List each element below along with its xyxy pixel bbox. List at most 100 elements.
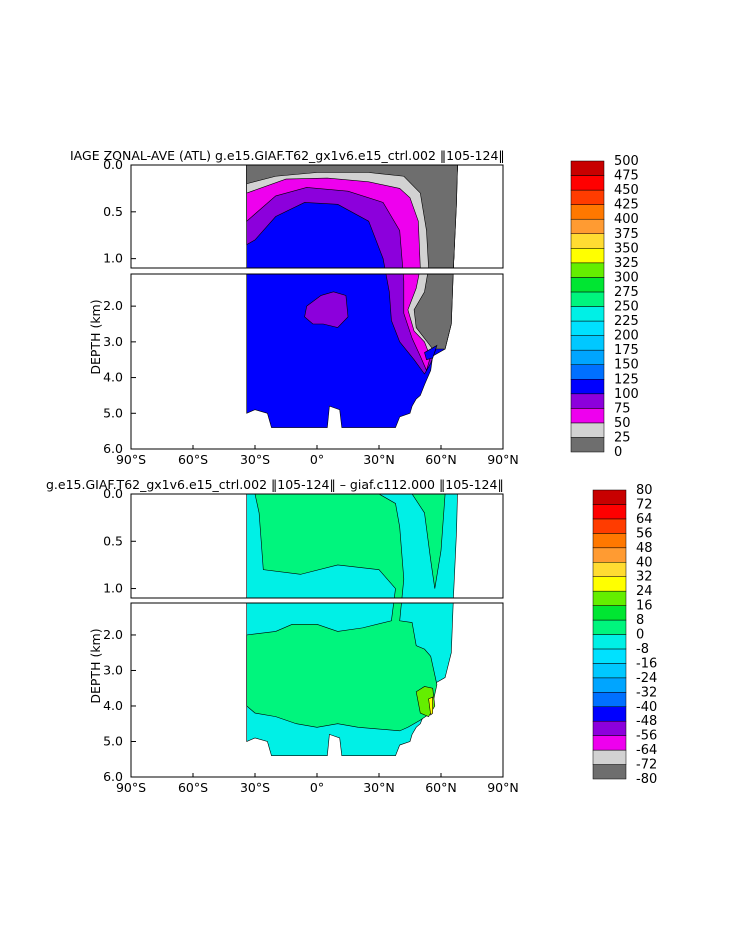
colorbar-swatch <box>570 218 605 234</box>
x-tick-label: 90°N <box>487 780 519 795</box>
colorbar-swatch <box>570 160 605 176</box>
y-axis-label: DEPTH (km) <box>88 628 103 703</box>
colorbar-label: 450 <box>614 183 639 198</box>
colorbar-label: -8 <box>636 642 649 657</box>
x-tick-label: 60°S <box>178 780 208 795</box>
y-tick-label: 2.0 <box>103 298 123 313</box>
band-0-8 <box>246 603 438 732</box>
colorbar-label: 125 <box>614 372 639 387</box>
colorbar-label: 150 <box>614 358 639 373</box>
colorbar-swatch <box>570 175 605 191</box>
chart-title: IAGE ZONAL-AVE (ATL) g.e15.GIAF.T62_gx1v… <box>70 148 505 163</box>
colorbar-label: 24 <box>636 584 653 599</box>
colorbar-label: 475 <box>614 169 639 184</box>
y-tick-label: 4.0 <box>103 370 123 385</box>
colorbar-swatch <box>570 349 605 365</box>
y-tick-label: 4.0 <box>103 698 123 713</box>
colorbar-swatch <box>570 422 605 438</box>
y-tick-label: 3.0 <box>103 334 123 349</box>
band-0-8 <box>254 494 405 598</box>
y-tick-label: 3.0 <box>103 662 123 677</box>
colorbar-swatch <box>592 692 627 707</box>
band-100-125-north <box>424 344 438 361</box>
colorbar-label: 25 <box>614 430 631 445</box>
colorbar-label: 80 <box>636 483 653 498</box>
y-tick-label: 1.0 <box>103 581 123 596</box>
colorbar-label: 72 <box>636 497 653 512</box>
colorbar-swatch <box>570 437 605 453</box>
field-upper <box>246 494 458 598</box>
colorbar-label: 375 <box>614 227 639 242</box>
colorbar-swatch <box>592 663 627 679</box>
y-tick-label: 1.0 <box>103 251 123 266</box>
colorbar-label: 32 <box>636 570 653 585</box>
colorbar-label: 75 <box>614 401 631 416</box>
y-tick-label: 5.0 <box>103 733 123 748</box>
colorbar-swatch <box>592 547 627 563</box>
colorbar-swatch <box>592 533 627 549</box>
colorbar-label: -64 <box>636 743 657 758</box>
colorbar-label: 16 <box>636 599 653 614</box>
y-tick-label: 2.0 <box>103 627 123 642</box>
y-tick-label: 6.0 <box>103 769 123 784</box>
colorbar-label: 64 <box>636 512 653 527</box>
colorbar-swatch <box>570 291 605 307</box>
y-tick-label: 0.5 <box>103 204 123 219</box>
y-tick-label: 0.5 <box>103 533 123 548</box>
chart-title: g.e15.GIAF.T62_gx1v6.e15_ctrl.002 ‖105-1… <box>46 477 504 492</box>
colorbar-label: 200 <box>614 329 639 344</box>
colorbar-label: 425 <box>614 198 639 213</box>
colorbar-swatch <box>570 408 605 424</box>
colorbar-swatch <box>592 489 627 505</box>
colorbar-swatch <box>592 648 627 664</box>
colorbar-swatch <box>592 706 627 722</box>
colorbar-swatch <box>592 634 627 650</box>
colorbar-swatch <box>570 335 605 351</box>
x-tick-label: 90°N <box>487 452 519 467</box>
colorbar-label: 250 <box>614 300 639 315</box>
y-tick-label: 0.0 <box>103 486 123 501</box>
colorbar-swatch <box>592 677 627 693</box>
colorbar-swatch <box>592 735 627 751</box>
y-tick-label: 5.0 <box>103 405 123 420</box>
colorbar-label: 100 <box>614 387 639 402</box>
colorbar-label: 0 <box>636 628 644 643</box>
colorbar-label: 400 <box>614 212 639 227</box>
colorbar-swatch <box>570 364 605 380</box>
colorbar-label: 500 <box>614 154 639 169</box>
colorbar-label: 300 <box>614 270 639 285</box>
colorbar-label: 48 <box>636 541 653 556</box>
colorbar-swatch <box>570 379 605 395</box>
colorbar-swatch <box>592 605 627 621</box>
colorbar-label: 350 <box>614 241 639 256</box>
colorbar-swatch <box>570 320 605 336</box>
colorbar-label: -32 <box>636 685 657 700</box>
x-tick-label: 0° <box>310 452 324 467</box>
band-16-24 <box>428 696 434 716</box>
colorbar-swatch <box>570 262 605 278</box>
colorbar-label: 0 <box>614 445 622 460</box>
band-25-50 <box>246 165 458 268</box>
colorbar-swatch <box>570 393 605 409</box>
colorbar-swatch <box>592 619 627 635</box>
colorbar-swatch <box>570 233 605 249</box>
colorbar-label: 175 <box>614 343 639 358</box>
band-0-25 <box>413 274 454 350</box>
colorbar-swatch <box>592 590 627 606</box>
band-0-25 <box>246 165 458 268</box>
colorbar-swatch <box>592 504 627 520</box>
colorbar-swatch <box>592 518 627 534</box>
colorbar-swatch <box>570 277 605 293</box>
panel-upper-frame <box>130 493 504 599</box>
colorbar-label: -48 <box>636 714 657 729</box>
colorbar-swatch <box>570 306 605 322</box>
colorbar-label: -56 <box>636 729 657 744</box>
band-75-100-core <box>304 291 349 328</box>
chart-panel-1: IAGE ZONAL-AVE (ATL) g.e15.GIAF.T62_gx1v… <box>70 148 639 467</box>
x-tick-label: 30°N <box>363 780 395 795</box>
colorbar-swatch <box>570 248 605 264</box>
colorbar-swatch <box>592 720 627 736</box>
colorbar-label: -40 <box>636 700 657 715</box>
colorbar-swatch <box>592 764 627 780</box>
